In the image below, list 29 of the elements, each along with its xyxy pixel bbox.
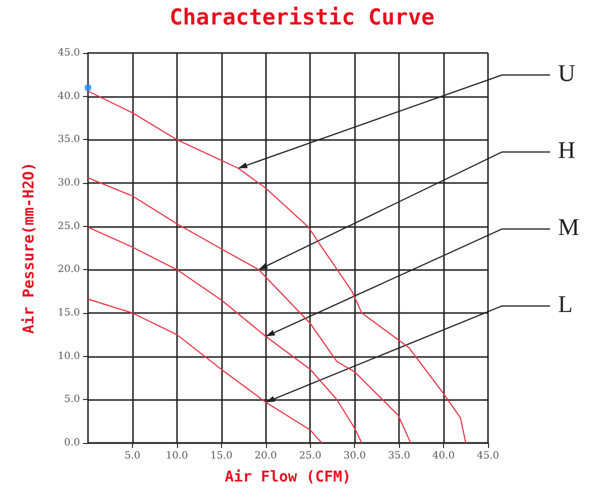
line-series (87, 298, 322, 444)
x-axis-title: Air Flow (CFM) (224, 468, 352, 486)
x-tick-label: 10.0 (166, 450, 188, 462)
line-series (87, 177, 412, 444)
annotation: H (558, 138, 576, 164)
y-tick-label: 15.0 (58, 308, 80, 318)
chart-title: Characteristic Curve (170, 6, 434, 30)
annotation: M (558, 215, 580, 241)
x-tick-label: 25.0 (299, 450, 322, 462)
x-tick-label: 45.0 (476, 450, 500, 462)
annotation: U (558, 61, 576, 87)
x-tick-label: 15.0 (210, 450, 232, 462)
x-tick-label: 40.0 (432, 450, 455, 462)
y-tick-label: 0.0 (64, 438, 80, 448)
y-tick-label: 45.0 (58, 48, 80, 58)
line-series (87, 226, 362, 444)
x-tick-label: 5.0 (124, 450, 140, 462)
y-tick-label: 40.0 (58, 90, 80, 102)
x-tick-label: 30.0 (344, 450, 366, 462)
x-tick-label: 20.0 (254, 450, 277, 462)
y-tick-label: 20.0 (58, 264, 80, 276)
y-tick-label: 25.0 (58, 220, 80, 232)
y-tick-label: 5.0 (64, 394, 80, 406)
x-tick-label: 35.0 (388, 450, 410, 462)
annotation: L (558, 292, 573, 318)
y-tick-label: 30.0 (58, 178, 80, 188)
y-tick-label: 10.0 (58, 350, 80, 362)
y-axis-title: Air Pessure(mm-H2O) (20, 162, 38, 334)
y-tick-label: 35.0 (58, 134, 80, 146)
